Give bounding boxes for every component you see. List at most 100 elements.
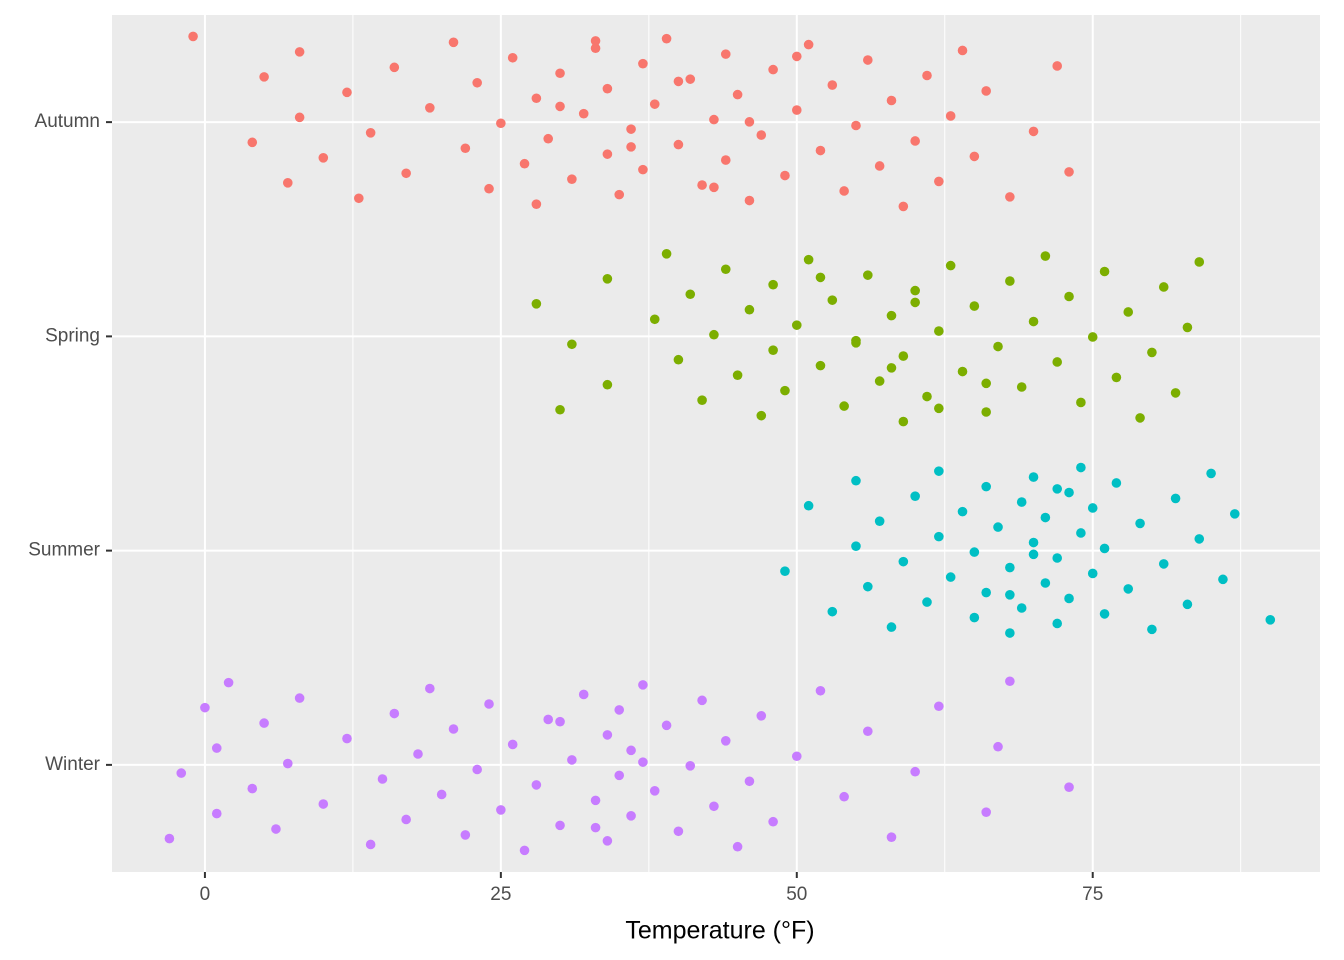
point <box>1229 509 1240 519</box>
point <box>910 766 920 777</box>
point <box>886 832 897 842</box>
points <box>164 31 1276 856</box>
point <box>1016 382 1027 392</box>
point <box>1064 291 1074 302</box>
point <box>827 606 838 617</box>
point <box>425 102 435 113</box>
point <box>898 556 909 567</box>
x-axis-title: Temperature (°F) <box>625 917 814 945</box>
point <box>1005 192 1015 202</box>
point <box>626 124 636 134</box>
point <box>685 761 696 771</box>
point <box>294 693 305 703</box>
point <box>1099 543 1110 554</box>
point <box>1182 599 1193 610</box>
point <box>1087 332 1098 342</box>
point <box>342 733 352 744</box>
point <box>602 836 613 846</box>
point <box>969 547 980 557</box>
point <box>886 622 897 632</box>
point <box>874 376 885 386</box>
point <box>614 189 625 200</box>
point <box>590 822 601 833</box>
point <box>543 133 554 144</box>
point <box>945 572 956 582</box>
point <box>1147 624 1157 635</box>
point <box>697 695 707 706</box>
point <box>945 111 956 121</box>
point <box>1194 534 1205 544</box>
point <box>543 714 554 725</box>
point <box>223 677 234 688</box>
point <box>164 833 175 844</box>
point <box>768 64 778 75</box>
point <box>1005 276 1015 286</box>
point <box>1028 316 1039 327</box>
point <box>803 254 814 265</box>
point <box>1064 782 1074 792</box>
point <box>578 108 589 119</box>
point <box>200 702 210 713</box>
point <box>851 541 861 551</box>
point <box>709 114 719 125</box>
point <box>934 531 944 542</box>
point <box>981 86 991 96</box>
point <box>1028 549 1039 560</box>
point <box>460 143 471 154</box>
point <box>1087 503 1098 513</box>
point <box>780 385 790 396</box>
point <box>365 839 376 850</box>
point <box>768 345 778 355</box>
point <box>839 791 849 802</box>
point <box>768 816 778 827</box>
point <box>863 581 873 592</box>
point <box>365 128 376 138</box>
point <box>780 566 790 576</box>
point <box>934 403 944 414</box>
point <box>448 37 459 48</box>
point <box>401 814 411 825</box>
point <box>555 716 565 727</box>
x-tick-label: 75 <box>1082 884 1103 905</box>
point <box>685 289 696 300</box>
point <box>815 685 826 696</box>
point <box>282 758 293 769</box>
point <box>886 363 897 373</box>
point <box>413 749 423 759</box>
point <box>436 789 447 800</box>
point <box>649 99 660 109</box>
point <box>626 811 636 821</box>
point <box>294 112 305 123</box>
point <box>1005 590 1015 600</box>
point <box>744 304 755 315</box>
point <box>673 826 684 837</box>
point <box>910 285 920 296</box>
point <box>602 149 613 159</box>
point <box>519 845 530 856</box>
point <box>531 299 542 309</box>
point <box>1040 578 1051 588</box>
y-tick-label: Spring <box>45 325 100 346</box>
point <box>578 689 589 700</box>
point <box>732 89 743 100</box>
point <box>1206 468 1216 479</box>
y-tick-label: Summer <box>28 540 100 561</box>
panel <box>112 15 1320 872</box>
point <box>638 58 648 69</box>
point <box>1218 574 1228 585</box>
point <box>1194 257 1205 267</box>
point <box>922 70 932 81</box>
point <box>827 80 838 90</box>
point <box>211 743 222 753</box>
point <box>649 786 660 796</box>
point <box>886 95 897 106</box>
point <box>993 741 1003 752</box>
point <box>472 764 482 775</box>
point <box>1005 628 1015 638</box>
point <box>567 755 577 765</box>
point <box>484 699 494 709</box>
point <box>910 297 920 308</box>
point <box>910 491 920 501</box>
point <box>188 31 198 42</box>
point <box>176 768 187 778</box>
